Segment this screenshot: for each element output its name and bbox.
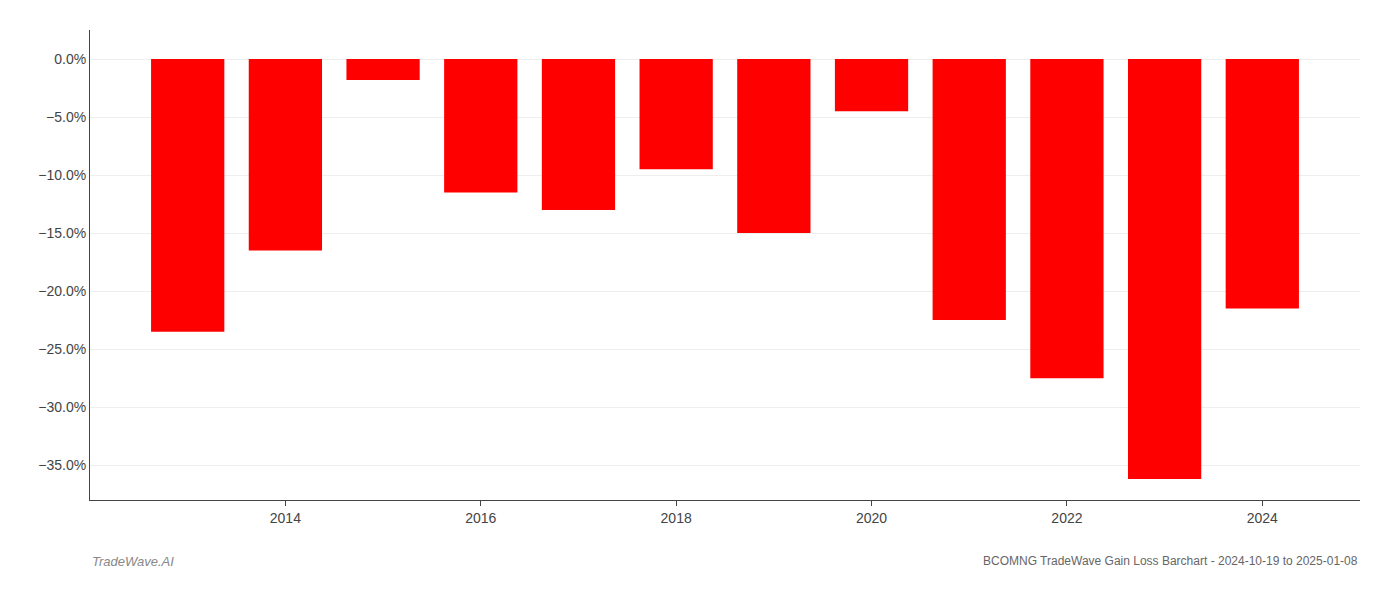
svg-text:TradeWave.AI: TradeWave.AI bbox=[92, 554, 174, 569]
svg-text:2020: 2020 bbox=[856, 510, 887, 526]
svg-text:−20.0%: −20.0% bbox=[38, 283, 86, 299]
svg-text:−35.0%: −35.0% bbox=[38, 457, 86, 473]
svg-text:−10.0%: −10.0% bbox=[38, 167, 86, 183]
svg-text:2016: 2016 bbox=[465, 510, 496, 526]
svg-text:2022: 2022 bbox=[1051, 510, 1082, 526]
svg-text:2024: 2024 bbox=[1247, 510, 1278, 526]
svg-text:BCOMNG TradeWave Gain Loss Bar: BCOMNG TradeWave Gain Loss Barchart - 20… bbox=[983, 554, 1358, 568]
svg-text:2018: 2018 bbox=[661, 510, 692, 526]
svg-text:−30.0%: −30.0% bbox=[38, 399, 86, 415]
svg-text:−25.0%: −25.0% bbox=[38, 341, 86, 357]
svg-text:−5.0%: −5.0% bbox=[46, 109, 86, 125]
svg-text:2014: 2014 bbox=[270, 510, 301, 526]
svg-text:−15.0%: −15.0% bbox=[38, 225, 86, 241]
svg-text:0.0%: 0.0% bbox=[54, 51, 86, 67]
